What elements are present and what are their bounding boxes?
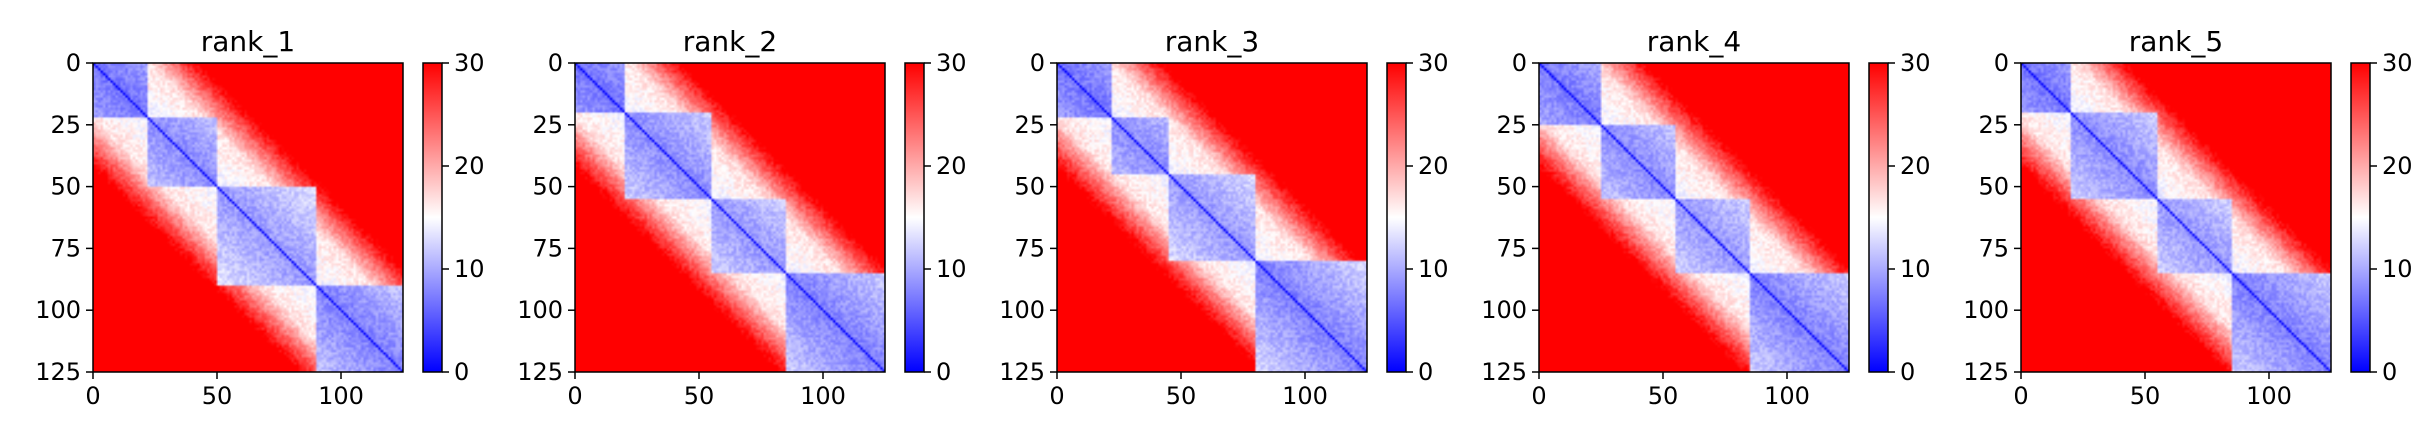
x-tick-label: 0 — [2013, 382, 2028, 410]
colorbar-tick-label: 20 — [936, 152, 967, 180]
y-tick-label: 100 — [35, 296, 81, 324]
heatmap-image — [1057, 63, 1367, 372]
y-tick-label: 75 — [50, 234, 81, 262]
axes-frame — [2020, 62, 2332, 373]
y-tick-label: 50 — [1496, 173, 1527, 201]
y-tick-label: 125 — [1481, 358, 1527, 386]
y-tick-label: 100 — [1963, 296, 2009, 324]
colorbar-tick-label: 30 — [1900, 49, 1931, 77]
colorbar-tick-label: 10 — [454, 255, 485, 283]
panel-title: rank_3 — [1165, 25, 1259, 58]
colorbar — [422, 62, 443, 373]
y-tick-label: 25 — [1978, 111, 2009, 139]
x-tick-label: 50 — [2130, 382, 2161, 410]
x-tick-label: 100 — [2246, 382, 2292, 410]
x-tick-label: 100 — [318, 382, 364, 410]
colorbar-tick-label: 10 — [1900, 255, 1931, 283]
y-tick-label: 75 — [1014, 234, 1045, 262]
y-tick-label: 100 — [999, 296, 1045, 324]
panel-title: rank_4 — [1647, 25, 1741, 58]
colorbar-tick-label: 10 — [2382, 255, 2413, 283]
colorbar-tick-label: 30 — [454, 49, 485, 77]
axes-frame — [1538, 62, 1850, 373]
y-tick-label: 25 — [532, 111, 563, 139]
y-tick-label: 125 — [1963, 358, 2009, 386]
y-tick-label: 100 — [517, 296, 563, 324]
y-tick-label: 0 — [1994, 49, 2009, 77]
axes-frame — [574, 62, 886, 373]
colorbar-tick-label: 0 — [454, 358, 469, 386]
y-tick-label: 0 — [66, 49, 81, 77]
y-tick-label: 0 — [1030, 49, 1045, 77]
x-tick-label: 0 — [567, 382, 582, 410]
heatmap-image — [2021, 63, 2331, 372]
colorbar-tick-label: 20 — [2382, 152, 2413, 180]
x-tick-label: 50 — [684, 382, 715, 410]
colorbar-tick-label: 20 — [1900, 152, 1931, 180]
colorbar — [1386, 62, 1407, 373]
colorbar-tick-label: 20 — [1418, 152, 1449, 180]
x-tick-label: 0 — [85, 382, 100, 410]
y-tick-label: 0 — [1512, 49, 1527, 77]
x-tick-label: 50 — [1166, 382, 1197, 410]
colorbar-tick-label: 0 — [936, 358, 951, 386]
colorbar — [904, 62, 925, 373]
heatmap-image — [575, 63, 885, 372]
y-tick-label: 50 — [1014, 173, 1045, 201]
panel-title: rank_2 — [683, 25, 777, 58]
colorbar-tick-label: 10 — [936, 255, 967, 283]
y-tick-label: 25 — [1014, 111, 1045, 139]
x-tick-label: 100 — [1282, 382, 1328, 410]
axes-frame — [92, 62, 404, 373]
colorbar-tick-label: 0 — [2382, 358, 2397, 386]
y-tick-label: 75 — [532, 234, 563, 262]
heatmap-image — [93, 63, 403, 372]
y-tick-label: 0 — [548, 49, 563, 77]
x-tick-label: 100 — [1764, 382, 1810, 410]
y-tick-label: 50 — [1978, 173, 2009, 201]
colorbar-tick-label: 30 — [936, 49, 967, 77]
y-tick-label: 50 — [50, 173, 81, 201]
x-tick-label: 100 — [800, 382, 846, 410]
y-tick-label: 50 — [532, 173, 563, 201]
colorbar-tick-label: 30 — [2382, 49, 2413, 77]
y-tick-label: 75 — [1496, 234, 1527, 262]
y-tick-label: 25 — [50, 111, 81, 139]
colorbar-tick-label: 0 — [1900, 358, 1915, 386]
colorbar-tick-label: 30 — [1418, 49, 1449, 77]
colorbar-tick-label: 20 — [454, 152, 485, 180]
x-tick-label: 0 — [1049, 382, 1064, 410]
panel-title: rank_5 — [2129, 25, 2223, 58]
colorbar-tick-label: 10 — [1418, 255, 1449, 283]
colorbar — [2350, 62, 2371, 373]
x-tick-label: 50 — [1648, 382, 1679, 410]
heatmap-image — [1539, 63, 1849, 372]
colorbar-tick-label: 0 — [1418, 358, 1433, 386]
x-tick-label: 50 — [202, 382, 233, 410]
y-tick-label: 75 — [1978, 234, 2009, 262]
axes-frame — [1056, 62, 1368, 373]
colorbar — [1868, 62, 1889, 373]
y-tick-label: 125 — [999, 358, 1045, 386]
x-tick-label: 0 — [1531, 382, 1546, 410]
y-tick-label: 25 — [1496, 111, 1527, 139]
y-tick-label: 125 — [517, 358, 563, 386]
y-tick-label: 125 — [35, 358, 81, 386]
y-tick-label: 100 — [1481, 296, 1527, 324]
panel-title: rank_1 — [201, 25, 295, 58]
